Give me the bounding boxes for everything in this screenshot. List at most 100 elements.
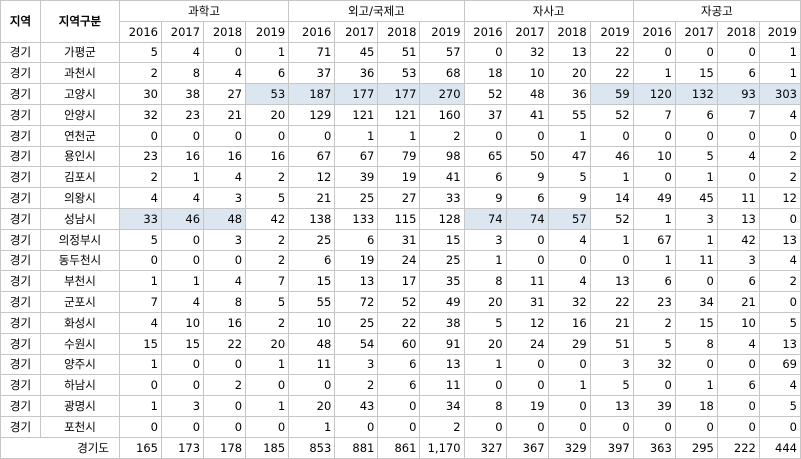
value-cell: 7: [632, 103, 676, 126]
value-cell: 23: [632, 291, 676, 313]
value-cell: 22: [589, 41, 634, 64]
value-cell: 0: [288, 124, 336, 147]
value-cell: 4: [160, 187, 205, 209]
value-cell: 2: [245, 249, 290, 272]
value-cell: 0: [589, 249, 634, 272]
value-cell: 0: [160, 249, 205, 272]
total-value-cell: 295: [674, 436, 718, 459]
value-cell: 39: [334, 166, 379, 189]
value-cell: 2: [245, 228, 290, 251]
value-cell: 2: [118, 166, 163, 189]
value-cell: 5: [758, 395, 801, 417]
value-cell: 0: [547, 415, 591, 438]
total-value-cell: 185: [245, 436, 290, 459]
value-cell: 32: [632, 353, 676, 376]
value-cell: 67: [632, 228, 676, 251]
value-cell: 2: [118, 62, 163, 85]
value-cell: 0: [203, 249, 247, 272]
value-cell: 46: [589, 145, 634, 168]
value-cell: 52: [377, 291, 421, 313]
value-cell: 5: [674, 145, 718, 168]
value-cell: 8: [203, 291, 247, 313]
value-cell: 4: [547, 228, 591, 251]
district-cell: 성남시: [39, 207, 120, 230]
value-cell: 4: [160, 291, 205, 313]
total-row: 경기도 165 173 178 185 853 881 861 1,170 327 367 329 39…: [0, 436, 801, 459]
value-cell: 69: [758, 353, 801, 376]
value-cell: 2: [758, 166, 801, 189]
district-cell: 포천시: [39, 415, 120, 438]
value-cell: 3: [334, 353, 379, 376]
value-cell: 0: [716, 124, 760, 147]
district-cell: 의왕시: [39, 187, 120, 209]
region-cell: 경기: [0, 145, 41, 168]
value-cell: 0: [118, 415, 163, 438]
value-cell: 0: [589, 415, 634, 438]
value-cell: 57: [547, 207, 591, 230]
value-cell: 27: [377, 187, 421, 209]
value-cell: 67: [334, 145, 379, 168]
value-cell: 0: [674, 124, 718, 147]
value-cell: 0: [505, 228, 549, 251]
value-cell: 1: [632, 249, 676, 272]
value-cell: 0: [160, 415, 205, 438]
value-cell: 52: [589, 207, 634, 230]
district-header: 지역구분: [39, 0, 120, 43]
value-cell: 10: [160, 311, 205, 334]
value-cell: 53: [245, 83, 290, 105]
value-cell: 15: [288, 270, 336, 293]
value-cell: 17: [377, 270, 421, 293]
table-row: 경기 부천시 1 1 4 7 15 13 17 35 8 11 4 13 6 0 6 2: [0, 270, 801, 293]
value-cell: 59: [589, 83, 634, 105]
value-cell: 13: [334, 270, 379, 293]
header-row-groups: 지역 지역구분 과학고 외고/국제고 자사고 자공고: [0, 0, 801, 43]
value-cell: 15: [160, 332, 205, 355]
table-row: 경기 광명시 1 3 0 1 20 43 0 34 8 19 0 13 39 18 0 5: [0, 395, 801, 417]
value-cell: 12: [505, 311, 549, 334]
value-cell: 0: [203, 41, 247, 64]
value-cell: 9: [463, 187, 507, 209]
value-cell: 4: [203, 62, 247, 85]
value-cell: 6: [674, 103, 718, 126]
value-cell: 13: [547, 41, 591, 64]
value-cell: 21: [203, 103, 247, 126]
value-cell: 37: [463, 103, 507, 126]
value-cell: 10: [632, 145, 676, 168]
value-cell: 2: [632, 311, 676, 334]
value-cell: 34: [674, 291, 718, 313]
value-cell: 115: [377, 207, 421, 230]
value-cell: 51: [377, 41, 421, 64]
value-cell: 10: [505, 62, 549, 85]
year-header: 2016: [118, 20, 163, 43]
region-cell: 경기: [0, 270, 41, 293]
value-cell: 10: [716, 311, 760, 334]
year-header: 2017: [160, 20, 205, 43]
region-cell: 경기: [0, 374, 41, 397]
value-cell: 0: [377, 415, 421, 438]
year-header: 2017: [674, 20, 718, 43]
value-cell: 0: [758, 291, 801, 313]
region-cell: 경기: [0, 103, 41, 126]
value-cell: 48: [505, 83, 549, 105]
value-cell: 52: [463, 83, 507, 105]
value-cell: 22: [203, 332, 247, 355]
region-cell: 경기: [0, 311, 41, 334]
region-cell: 경기: [0, 62, 41, 85]
value-cell: 11: [716, 187, 760, 209]
value-cell: 5: [463, 311, 507, 334]
district-cell: 안양시: [39, 103, 120, 126]
value-cell: 1: [547, 374, 591, 397]
value-cell: 0: [203, 415, 247, 438]
district-cell: 용인시: [39, 145, 120, 168]
value-cell: 270: [419, 83, 465, 105]
value-cell: 20: [288, 395, 336, 417]
value-cell: 16: [547, 311, 591, 334]
district-cell: 고양시: [39, 83, 120, 105]
value-cell: 1: [334, 124, 379, 147]
value-cell: 60: [377, 332, 421, 355]
value-cell: 13: [589, 395, 634, 417]
value-cell: 4: [118, 311, 163, 334]
table-row: 경기 의왕시 4 4 3 5 21 25 27 33 9 6 9 14 49 45 11 12: [0, 187, 801, 209]
total-value-cell: 853: [288, 436, 336, 459]
value-cell: 11: [288, 353, 336, 376]
